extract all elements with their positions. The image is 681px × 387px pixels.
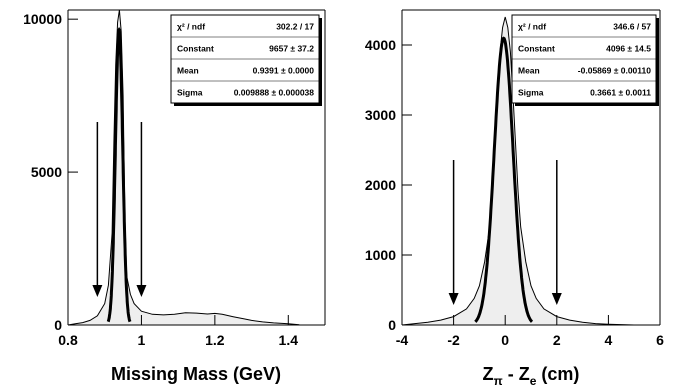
y-tick-label: 2000 [365, 177, 396, 193]
y-tick-label: 4000 [365, 37, 396, 53]
stats-label: Mean [518, 65, 540, 75]
cut-arrow-head [92, 285, 103, 297]
x-axis-title: Zπ - Ze (cm) [483, 364, 580, 387]
x-tick-label: -4 [396, 332, 409, 348]
y-tick-label: 10000 [23, 11, 62, 27]
x-tick-label: 1.4 [279, 332, 299, 348]
gaussian-fit-curve [474, 36, 534, 323]
gaussian-fit-curve [106, 26, 132, 323]
x-axis-title: Missing Mass (GeV) [111, 364, 281, 384]
stats-label: χ² / ndf [177, 21, 205, 31]
stats-value: 302.2 / 17 [276, 21, 314, 31]
cut-arrow-head [448, 293, 459, 305]
stats-value: -0.05869 ± 0.00110 [578, 65, 651, 75]
x-tick-label: 0 [501, 332, 509, 348]
x-tick-label: 2 [553, 332, 561, 348]
stats-label: χ² / ndf [518, 21, 546, 31]
y-tick-label: 5000 [31, 164, 62, 180]
histogram-outline [67, 9, 300, 326]
x-tick-label: 1.2 [205, 332, 225, 348]
stats-value: 0.009888 ± 0.000038 [234, 87, 315, 97]
x-tick-label: -2 [447, 332, 460, 348]
stats-label: Constant [518, 43, 555, 53]
stats-label: Sigma [177, 87, 203, 97]
stats-label: Sigma [518, 87, 544, 97]
stats-label: Constant [177, 43, 214, 53]
stats-value: 0.9391 ± 0.0000 [253, 65, 315, 75]
x-tick-label: 1 [138, 332, 146, 348]
cut-arrow-head [136, 285, 147, 297]
stats-value: 9657 ± 37.2 [269, 43, 314, 53]
x-tick-label: 6 [656, 332, 664, 348]
mass-histogram-panel: 0.8 1 1.2 1.4 0 5000 10000 Missing Mass (GeV) χ²… [23, 9, 326, 384]
stats-value: 4096 ± 14.5 [606, 43, 651, 53]
cut-arrow-head [551, 293, 562, 305]
y-tick-label: 1000 [365, 247, 396, 263]
y-tick-label: 0 [54, 317, 62, 333]
stats-value: 346.6 / 57 [613, 21, 651, 31]
histogram-fill [402, 17, 635, 325]
stats-value: 0.3661 ± 0.0011 [590, 87, 651, 97]
x-tick-label: 0.8 [58, 332, 78, 348]
histogram-outline [401, 16, 635, 326]
vertex-histogram-panel: -4 -2 0 2 4 6 0 1000 2000 3000 4000 Zπ - Ze (cm) χ² … [365, 9, 664, 387]
y-tick-label: 3000 [365, 107, 396, 123]
stats-label: Mean [177, 65, 199, 75]
x-tick-label: 4 [605, 332, 613, 348]
y-tick-label: 0 [388, 317, 396, 333]
